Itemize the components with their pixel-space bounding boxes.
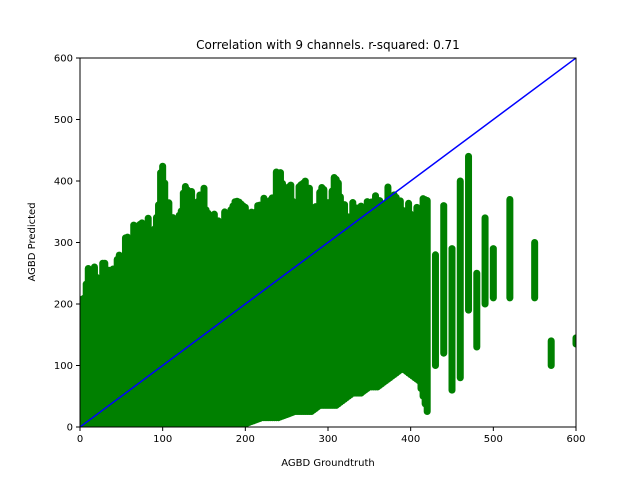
x-tick-label: 300 xyxy=(318,434,337,445)
data-points xyxy=(80,152,576,427)
x-tick-label: 0 xyxy=(77,434,83,445)
y-tick-label: 100 xyxy=(54,361,73,372)
chart-title: Correlation with 9 channels. r-squared: … xyxy=(196,38,460,52)
reference-line xyxy=(80,58,576,427)
y-tick-label: 500 xyxy=(54,115,73,126)
x-tick-label: 500 xyxy=(484,434,503,445)
y-axis-label: AGBD Predicted xyxy=(27,202,38,281)
x-tick-label: 200 xyxy=(236,434,255,445)
x-tick-label: 400 xyxy=(401,434,420,445)
reference-line-group xyxy=(80,58,576,427)
x-tick-label: 100 xyxy=(153,434,172,445)
x-axis-ticks: 0 100 200 300 400 500 600 xyxy=(77,427,586,445)
y-tick-label: 0 xyxy=(67,423,73,434)
x-axis-label: AGBD Groundtruth xyxy=(281,458,375,469)
y-axis-ticks: 0 100 200 300 400 500 600 xyxy=(54,54,80,434)
y-tick-label: 300 xyxy=(54,238,73,249)
y-tick-label: 600 xyxy=(54,54,73,65)
x-tick-label: 600 xyxy=(566,434,585,445)
y-tick-label: 200 xyxy=(54,300,73,311)
y-tick-label: 400 xyxy=(54,177,73,188)
